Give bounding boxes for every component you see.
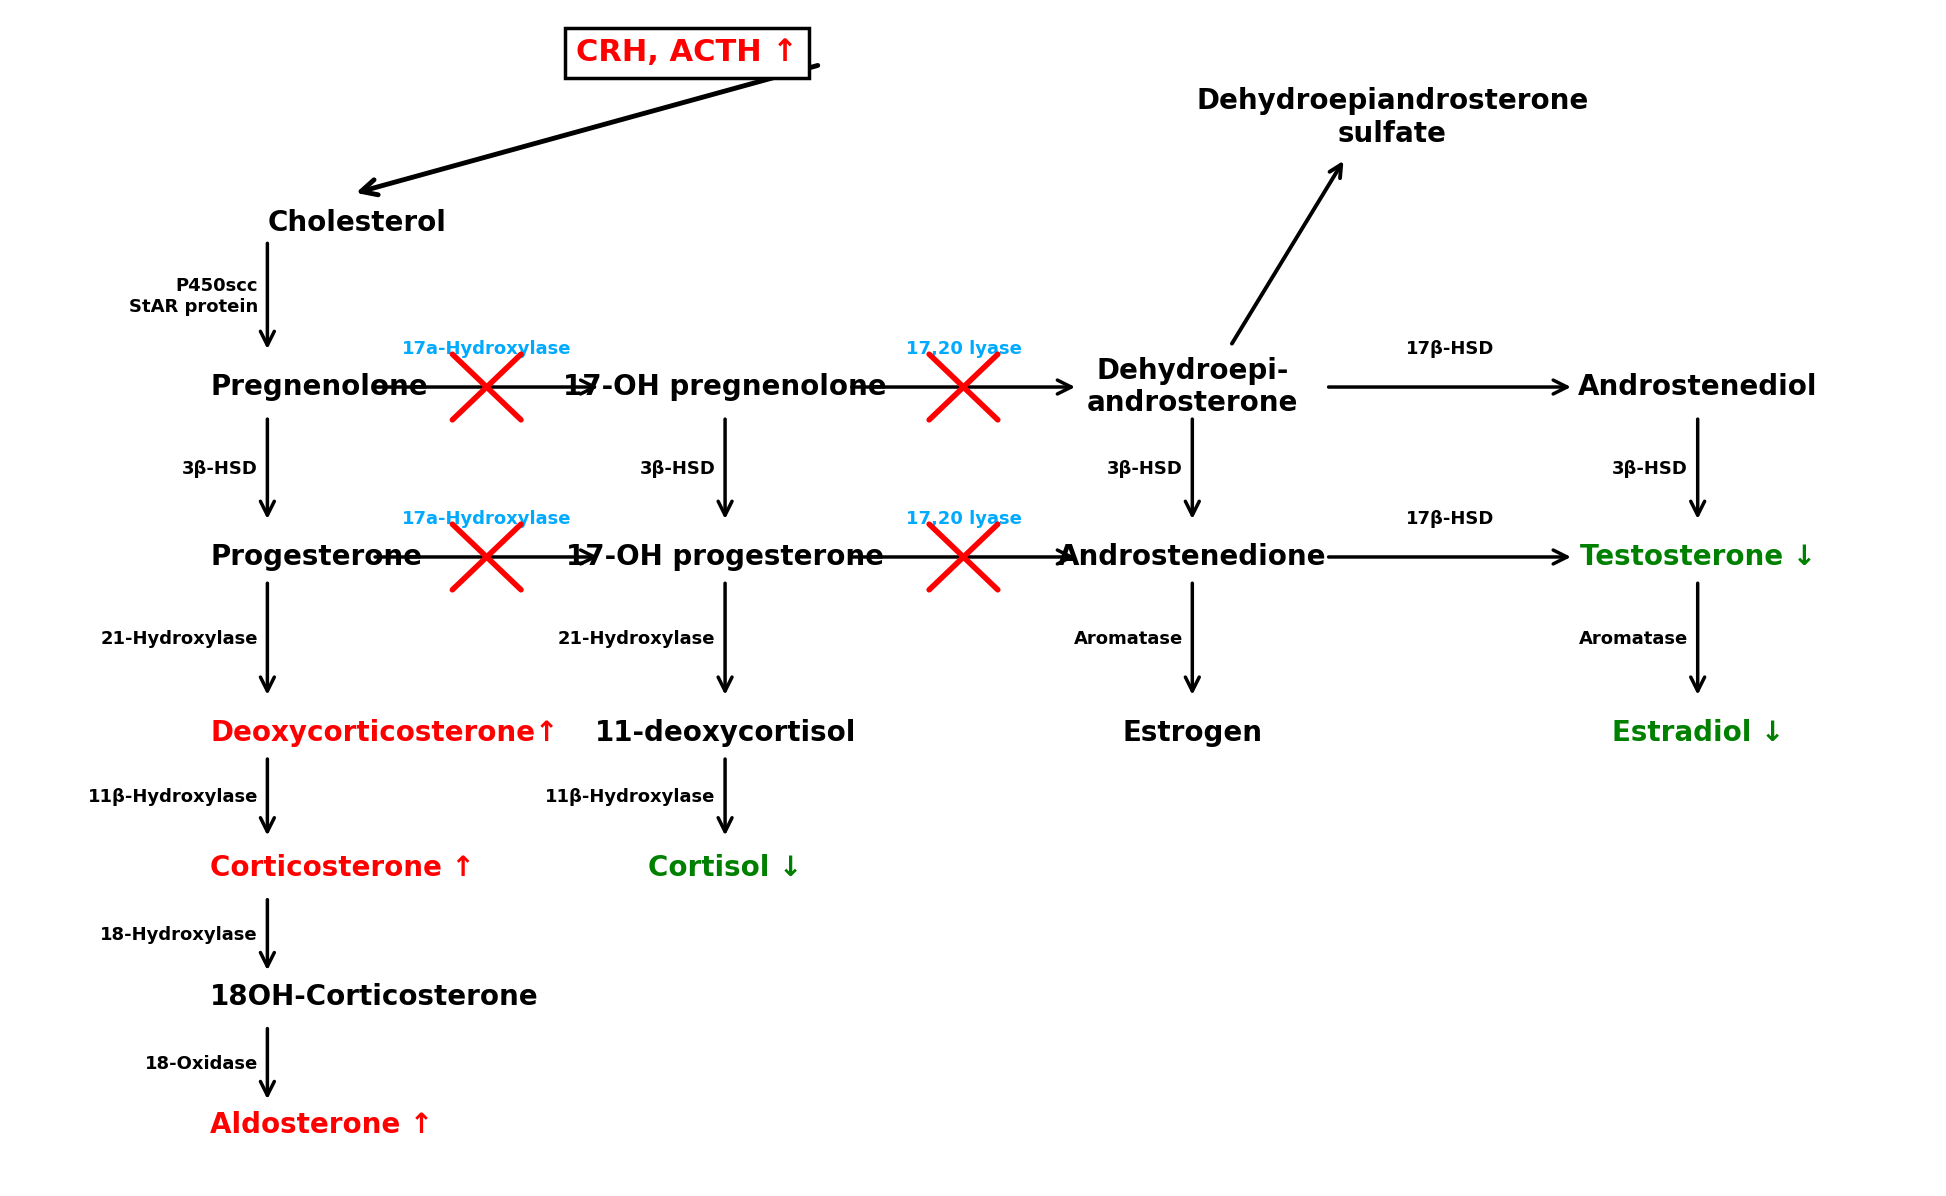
Text: 18-Oxidase: 18-Oxidase [144, 1055, 257, 1073]
Text: 17β-HSD: 17β-HSD [1405, 509, 1495, 527]
Text: 11-deoxycortisol: 11-deoxycortisol [594, 719, 856, 746]
Text: 18-Hydroxylase: 18-Hydroxylase [101, 926, 257, 944]
Text: 17,20 lyase: 17,20 lyase [905, 509, 1022, 527]
Text: Corticosterone ↑: Corticosterone ↑ [210, 854, 475, 881]
Text: Pregnenolone: Pregnenolone [210, 373, 428, 401]
Text: Cholesterol: Cholesterol [267, 209, 446, 237]
Text: 17-OH pregnenolone: 17-OH pregnenolone [562, 373, 887, 401]
Text: 3β-HSD: 3β-HSD [640, 460, 716, 478]
Text: Deoxycorticosterone↑: Deoxycorticosterone↑ [210, 719, 559, 746]
Text: Aromatase: Aromatase [1578, 630, 1689, 648]
Text: Aldosterone ↑: Aldosterone ↑ [210, 1111, 434, 1140]
Text: 3β-HSD: 3β-HSD [1107, 460, 1183, 478]
Text: Estradiol ↓: Estradiol ↓ [1611, 719, 1784, 746]
Text: 21-Hydroxylase: 21-Hydroxylase [101, 630, 257, 648]
Text: P450scc
StAR protein: P450scc StAR protein [128, 276, 257, 316]
Text: 17β-HSD: 17β-HSD [1405, 340, 1495, 358]
Text: Dehydroepiandrosterone
sulfate: Dehydroepiandrosterone sulfate [1197, 87, 1588, 147]
Text: Androstenedione: Androstenedione [1059, 543, 1327, 570]
Text: Androstenediol: Androstenediol [1578, 373, 1818, 401]
Text: Cortisol ↓: Cortisol ↓ [648, 854, 802, 881]
Text: 17-OH progesterone: 17-OH progesterone [566, 543, 883, 570]
Text: 18OH-Corticosterone: 18OH-Corticosterone [210, 982, 539, 1011]
Text: 17a-Hydroxylase: 17a-Hydroxylase [403, 509, 572, 527]
Text: 11β-Hydroxylase: 11β-Hydroxylase [88, 788, 257, 806]
Text: 17a-Hydroxylase: 17a-Hydroxylase [403, 340, 572, 358]
Text: 3β-HSD: 3β-HSD [1613, 460, 1689, 478]
Text: 17,20 lyase: 17,20 lyase [905, 340, 1022, 358]
Text: Estrogen: Estrogen [1123, 719, 1263, 746]
Text: CRH, ACTH ↑: CRH, ACTH ↑ [576, 38, 798, 67]
Text: Progesterone: Progesterone [210, 543, 422, 570]
Text: Aromatase: Aromatase [1074, 630, 1183, 648]
Text: 21-Hydroxylase: 21-Hydroxylase [559, 630, 716, 648]
Text: 11β-Hydroxylase: 11β-Hydroxylase [545, 788, 716, 806]
Text: Testosterone ↓: Testosterone ↓ [1580, 543, 1816, 570]
Text: 3β-HSD: 3β-HSD [183, 460, 257, 478]
Text: Dehydroepi-
androsterone: Dehydroepi- androsterone [1086, 356, 1298, 417]
